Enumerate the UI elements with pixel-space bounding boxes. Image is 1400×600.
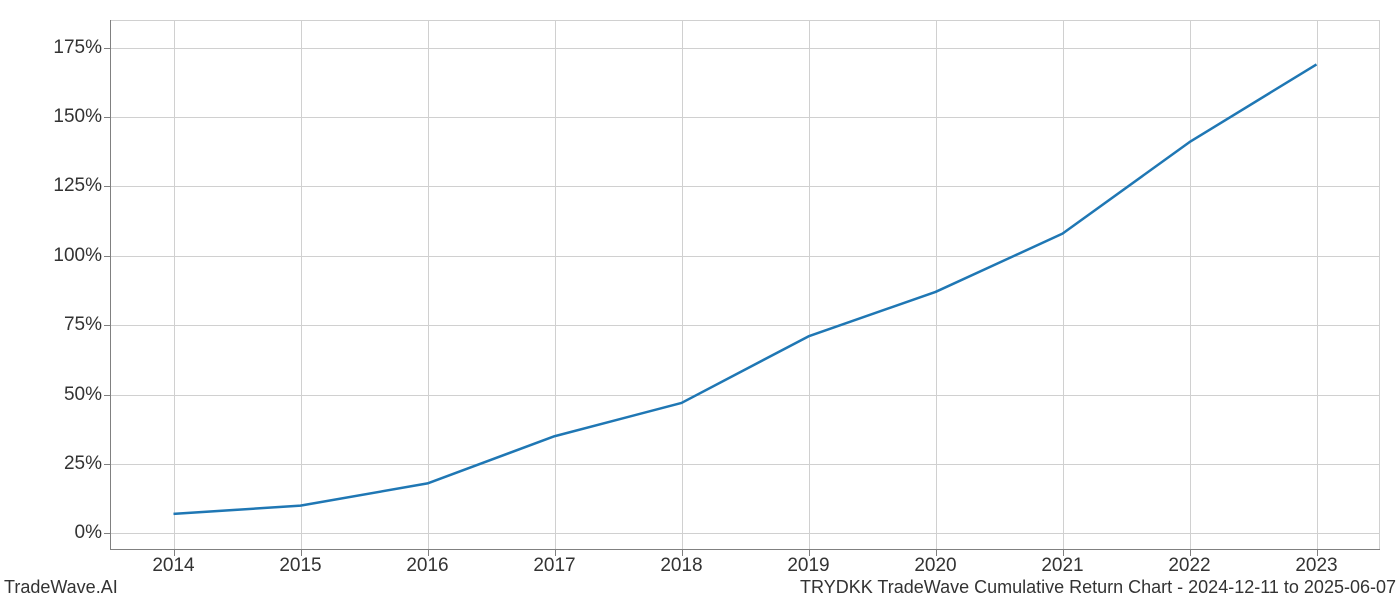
x-tick-label: 2023 bbox=[1295, 555, 1337, 577]
y-tick-label: 175% bbox=[22, 37, 102, 59]
y-tick-label: 150% bbox=[22, 106, 102, 128]
y-tick-label: 100% bbox=[22, 245, 102, 267]
y-tick-label: 0% bbox=[22, 522, 102, 544]
y-tick-mark bbox=[104, 395, 110, 396]
x-tick-label: 2021 bbox=[1041, 555, 1083, 577]
y-tick-mark bbox=[104, 533, 110, 534]
y-tick-label: 75% bbox=[22, 314, 102, 336]
x-tick-label: 2014 bbox=[152, 555, 194, 577]
y-tick-mark bbox=[104, 117, 110, 118]
series-line-cumulative_return bbox=[174, 64, 1317, 514]
y-tick-mark bbox=[104, 256, 110, 257]
footer-right-text: TRYDKK TradeWave Cumulative Return Chart… bbox=[800, 577, 1396, 598]
x-tick-mark bbox=[1190, 550, 1191, 556]
y-tick-label: 125% bbox=[22, 175, 102, 197]
x-tick-label: 2019 bbox=[787, 555, 829, 577]
x-tick-mark bbox=[682, 550, 683, 556]
y-tick-label: 50% bbox=[22, 384, 102, 406]
x-tick-label: 2015 bbox=[279, 555, 321, 577]
x-tick-mark bbox=[1063, 550, 1064, 556]
x-tick-mark bbox=[936, 550, 937, 556]
x-tick-mark bbox=[428, 550, 429, 556]
x-tick-label: 2020 bbox=[914, 555, 956, 577]
x-tick-mark bbox=[301, 550, 302, 556]
y-tick-mark bbox=[104, 325, 110, 326]
x-tick-mark bbox=[555, 550, 556, 556]
footer-left-text: TradeWave.AI bbox=[4, 577, 118, 598]
y-tick-mark bbox=[104, 464, 110, 465]
x-tick-label: 2017 bbox=[533, 555, 575, 577]
x-tick-label: 2016 bbox=[406, 555, 448, 577]
y-tick-mark bbox=[104, 48, 110, 49]
x-tick-mark bbox=[174, 550, 175, 556]
y-tick-mark bbox=[104, 186, 110, 187]
x-tick-mark bbox=[809, 550, 810, 556]
chart-plot-area bbox=[110, 20, 1380, 550]
x-tick-label: 2022 bbox=[1168, 555, 1210, 577]
x-tick-label: 2018 bbox=[660, 555, 702, 577]
line-series bbox=[110, 20, 1380, 550]
y-tick-label: 25% bbox=[22, 453, 102, 475]
x-tick-mark bbox=[1317, 550, 1318, 556]
